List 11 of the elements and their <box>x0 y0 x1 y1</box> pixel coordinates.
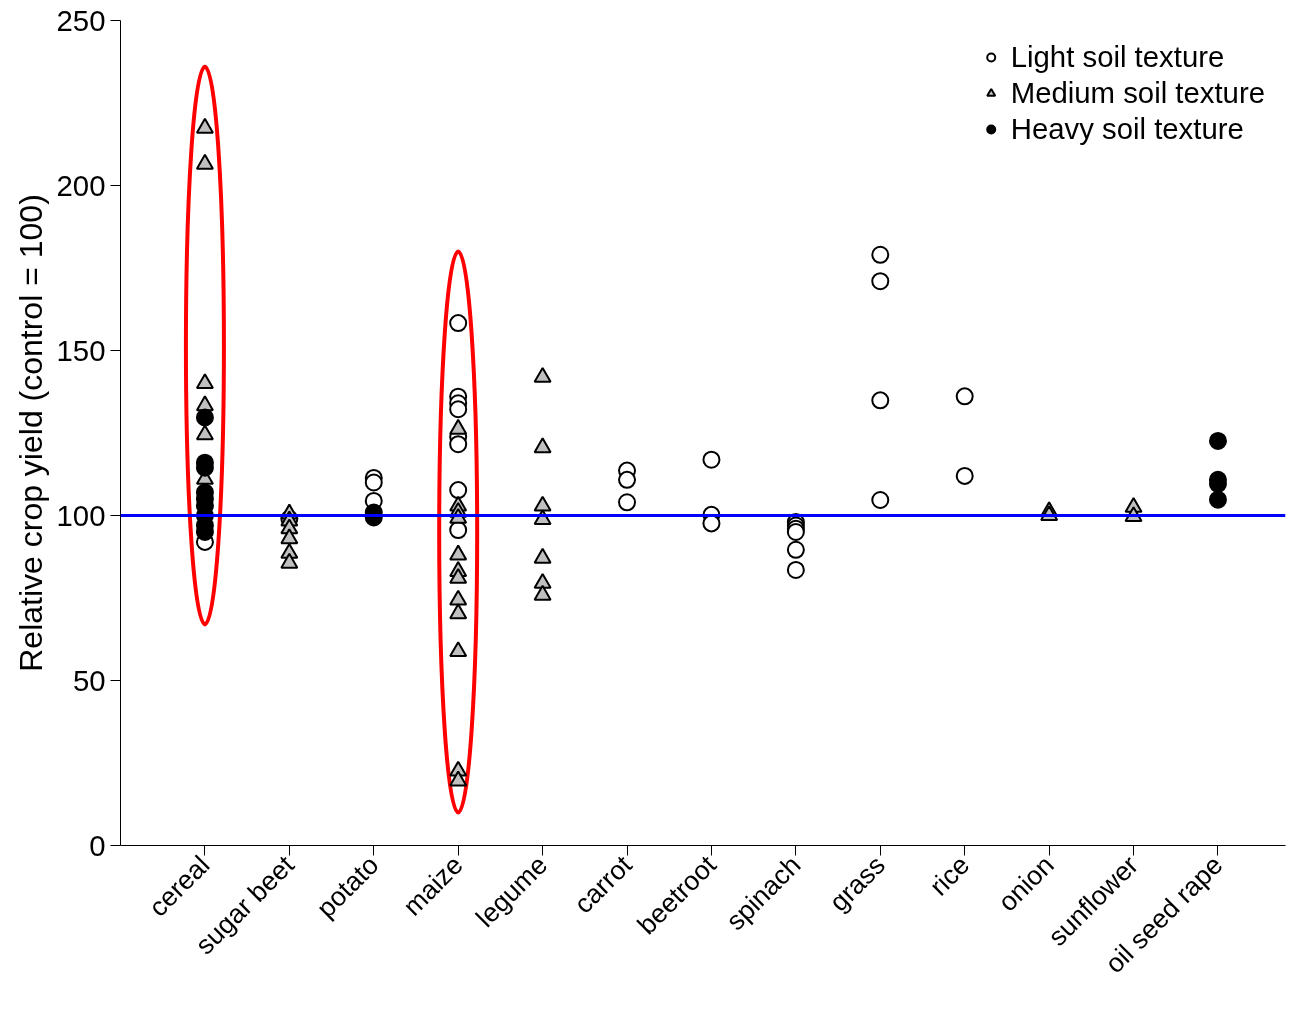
y-axis-title: Relative crop yield (control = 100) <box>12 194 49 672</box>
y-tick-label: 100 <box>56 498 106 532</box>
x-tick-label: rice <box>923 849 976 902</box>
legend-label: Medium soil texture <box>1010 76 1265 110</box>
y-tick-label: 200 <box>56 168 106 202</box>
y-tick-label: 50 <box>72 663 106 697</box>
y-tick-label: 150 <box>56 333 106 367</box>
legend-label: Light soil texture <box>1010 40 1225 74</box>
y-tick-label: 0 <box>89 828 106 862</box>
y-tick-label: 250 <box>56 3 106 37</box>
legend-label: Heavy soil texture <box>1010 112 1244 146</box>
